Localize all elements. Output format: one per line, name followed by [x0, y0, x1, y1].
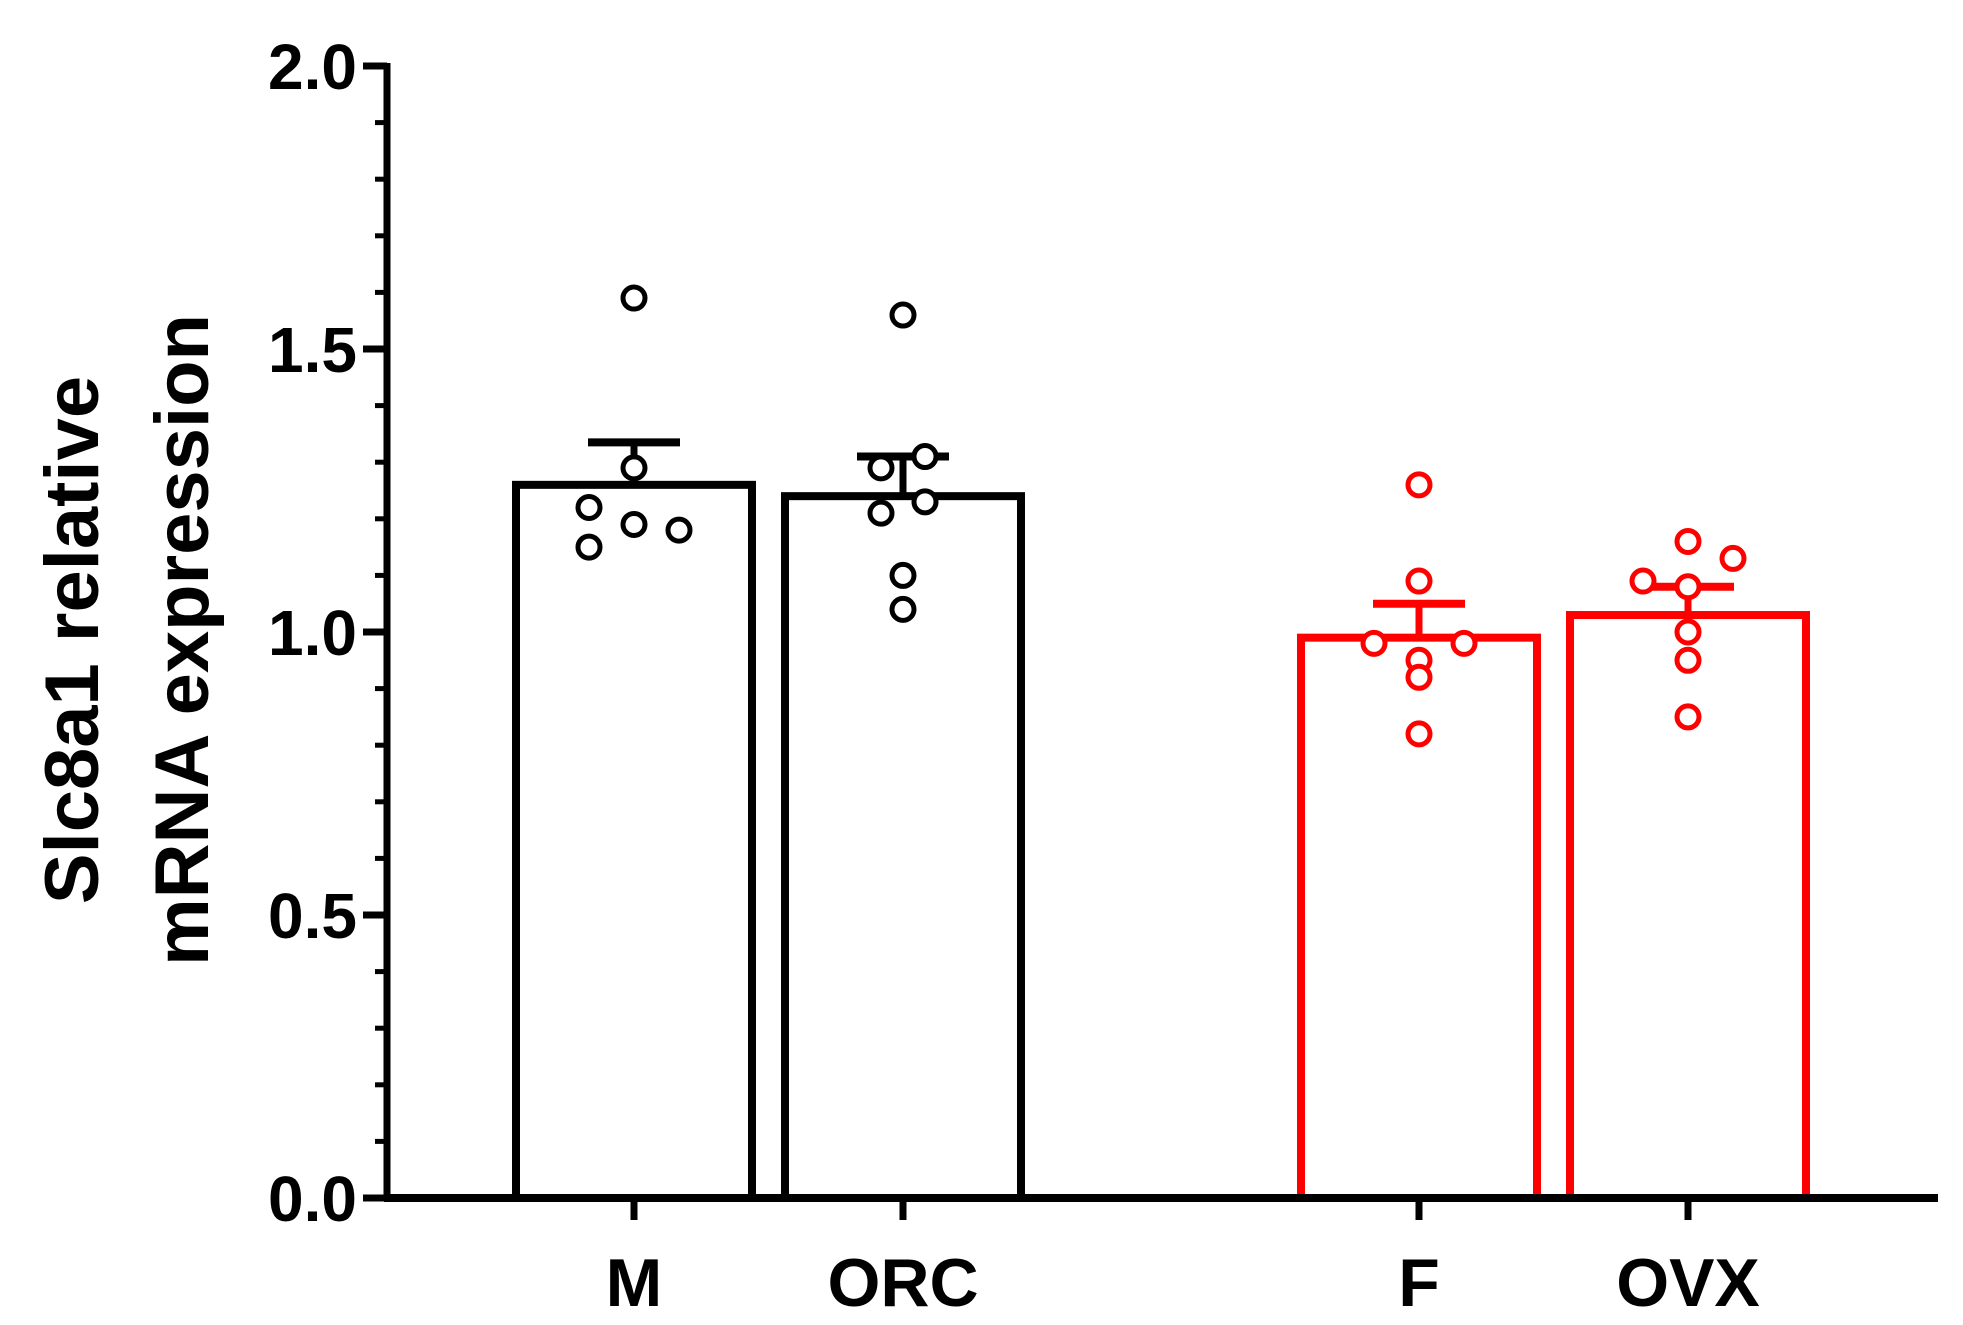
y-axis-title: Slc8a1 relative mRNA expression	[30, 314, 225, 966]
data-point	[889, 301, 917, 329]
data-point	[665, 516, 693, 544]
y-tick-label: 1.0	[268, 597, 357, 669]
y-axis-title-line-1: Slc8a1 relative	[30, 376, 115, 904]
data-point	[1674, 618, 1702, 646]
data-point	[911, 443, 939, 471]
data-point	[889, 595, 917, 623]
x-tick-label: ORC	[827, 1245, 978, 1321]
data-point	[1405, 567, 1433, 595]
data-point	[1719, 544, 1747, 572]
y-tick-label: 0.0	[268, 1163, 357, 1235]
y-tick-label: 0.5	[268, 880, 357, 952]
y-axis: 0.0 0.5 1.0 1.5 2.0	[268, 31, 391, 1235]
data-point	[1674, 703, 1702, 731]
data-point	[620, 454, 648, 482]
y-tick-label: 1.5	[268, 314, 357, 386]
data-point	[575, 493, 603, 521]
data-point	[889, 561, 917, 589]
data-point	[1674, 573, 1702, 601]
data-point	[1405, 720, 1433, 748]
data-point	[1674, 646, 1702, 674]
y-axis-title-line-2: mRNA expression	[140, 314, 225, 966]
x-tick-label: M	[606, 1245, 663, 1321]
bars	[512, 480, 1810, 1203]
data-point	[620, 510, 648, 538]
data-points	[575, 284, 1747, 748]
x-axis: M ORC F OVX	[384, 1194, 1938, 1321]
data-point	[1360, 629, 1388, 657]
data-point	[1674, 527, 1702, 555]
data-point	[1405, 663, 1433, 691]
bar-m	[512, 480, 756, 1202]
data-point	[1629, 567, 1657, 595]
data-point	[867, 499, 895, 527]
x-tick-label: OVX	[1616, 1245, 1760, 1321]
bar-ovx	[1566, 611, 1810, 1202]
data-point	[620, 284, 648, 312]
y-tick-label: 2.0	[268, 31, 357, 103]
data-point	[911, 488, 939, 516]
data-point	[867, 454, 895, 482]
x-tick-label: F	[1398, 1245, 1440, 1321]
data-point	[1405, 471, 1433, 499]
data-point	[1450, 629, 1478, 657]
error-bars	[588, 438, 1734, 638]
data-point	[575, 533, 603, 561]
